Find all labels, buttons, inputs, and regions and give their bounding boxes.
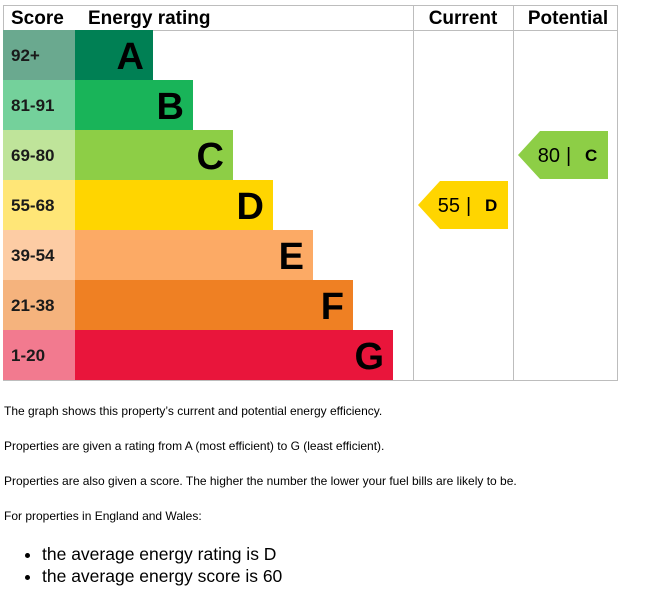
rating-indicators: 55 | D 80 | C (418, 131, 608, 229)
info-paragraph-graph: The graph shows this property’s current … (4, 404, 383, 418)
band-letter-f: F (321, 286, 344, 328)
band-bar-g (75, 330, 393, 380)
band-letter-c: C (197, 136, 224, 178)
band-letter-e: E (279, 236, 304, 278)
info-paragraph-region: For properties in England and Wales: (4, 509, 202, 523)
score-range-e: 39-54 (11, 246, 55, 265)
score-cell-e (3, 230, 75, 280)
score-cell-a (3, 30, 75, 80)
info-paragraph-score: Properties are also given a score. The h… (4, 474, 517, 488)
average-rating-item: the average energy rating is D (42, 543, 282, 565)
current-rating-arrow (418, 181, 508, 229)
current-rating-score: 55 (438, 195, 460, 217)
score-range-c: 69-80 (11, 146, 54, 165)
score-range-a: 92+ (11, 46, 40, 65)
potential-rating-separator: | (566, 145, 571, 167)
score-range-f: 21-38 (11, 296, 54, 315)
score-range-d: 55-68 (11, 196, 54, 215)
current-rating-separator: | (466, 195, 471, 217)
band-letter-b: B (157, 86, 184, 128)
band-letter-d: D (237, 186, 264, 228)
score-range-b: 81-91 (11, 96, 54, 115)
band-bar-c (75, 130, 233, 180)
score-cell-f (3, 280, 75, 330)
header-energy-rating: Energy rating (88, 8, 210, 29)
info-paragraph-ratings: Properties are given a rating from A (mo… (4, 439, 385, 453)
header-score: Score (11, 8, 64, 29)
band-bar-f (75, 280, 353, 330)
band-bar-a (75, 30, 153, 80)
band-bar-b (75, 80, 193, 130)
potential-rating-rating-letter: C (585, 146, 597, 165)
score-cell-d (3, 180, 75, 230)
header-current: Current (429, 8, 498, 29)
score-cell-b (3, 80, 75, 130)
epc-chart: 92+ A81-91 B69-80 C55-68 D39-54 E21-38 F1-20 G … (3, 5, 618, 381)
potential-rating-arrow (518, 131, 608, 179)
band-bar-d (75, 180, 273, 230)
average-score-item: the average energy score is 60 (42, 565, 282, 587)
score-cell-g (3, 330, 75, 380)
current-rating-rating-letter: D (485, 196, 497, 215)
header-potential: Potential (528, 8, 608, 29)
potential-rating-score: 80 (538, 145, 560, 167)
averages-list: the average energy rating is D the avera… (22, 543, 282, 587)
rating-bands: 92+ A 81-91 B 69-80 C 55-68 D 39-54 E 21-38 F 1-20 G (3, 30, 393, 380)
band-letter-a: A (117, 36, 144, 78)
band-letter-g: G (354, 336, 384, 378)
score-cell-c (3, 130, 75, 180)
score-range-g: 1-20 (11, 346, 45, 365)
band-bar-e (75, 230, 313, 280)
